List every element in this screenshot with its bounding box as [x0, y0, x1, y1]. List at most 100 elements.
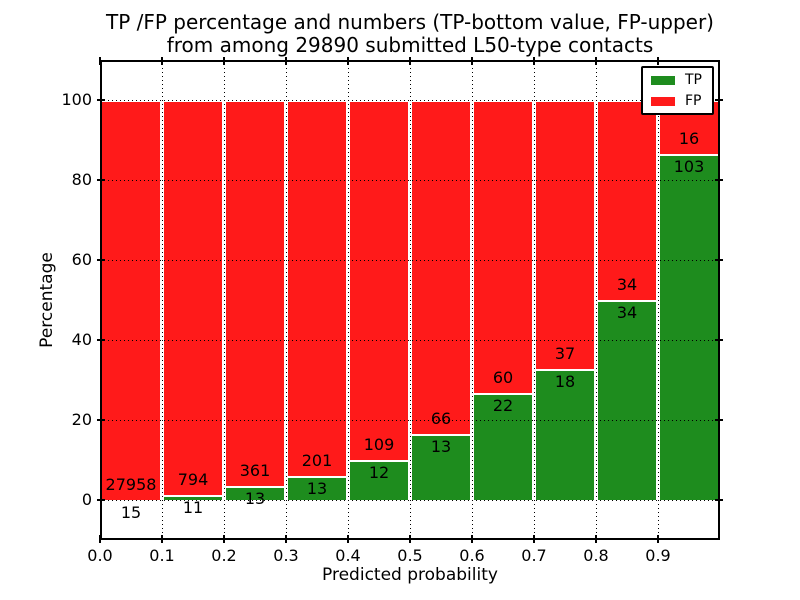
x-axis-label: Predicted probability [322, 565, 498, 585]
tick-top-0.8 [595, 57, 597, 65]
bar-tp-0.3 [286, 475, 348, 500]
fp-count-label-0.2: 361 [239, 461, 271, 481]
gridline-x-0.9 [658, 60, 659, 540]
bar-tp-0.2 [224, 486, 286, 500]
tp-count-label-0.0: 15 [120, 502, 142, 522]
tp-count-label-0.5: 13 [430, 437, 452, 457]
tp-count-label-0.4: 12 [368, 463, 390, 483]
tp-count-label-0.7: 18 [554, 372, 576, 392]
y-tick-label-40: 40 [71, 330, 92, 349]
tick-top-0.3 [285, 57, 287, 65]
gridline-x-0.4 [348, 60, 349, 540]
y-tick-label-100: 100 [61, 90, 92, 109]
tp-count-label-0.2: 13 [244, 489, 266, 509]
x-tick-label-0.4: 0.4 [335, 546, 361, 565]
tick-top-0.5 [409, 57, 411, 65]
bar-fp-0.3 [286, 100, 348, 476]
y-tick-label-20: 20 [71, 410, 92, 429]
tick-bottom-0.4 [347, 535, 349, 543]
tick-bottom-0.5 [409, 535, 411, 543]
tick-top-0.9 [657, 57, 659, 65]
bar-tp-0.6 [472, 392, 534, 500]
tp-count-label-0.9: 103 [673, 156, 705, 176]
fp-count-label-0.9: 16 [678, 128, 700, 148]
x-tick-label-0.1: 0.1 [149, 546, 175, 565]
legend-swatch-tp [651, 75, 675, 85]
tick-right-60 [715, 259, 723, 261]
tick-top-0.4 [347, 57, 349, 65]
bar-tp-0.4 [348, 460, 410, 500]
tick-top-0.2 [223, 57, 225, 65]
x-tick-label-0.5: 0.5 [397, 546, 423, 565]
tick-bottom-0.6 [471, 535, 473, 543]
x-tick-label-0.9: 0.9 [645, 546, 671, 565]
bar-tp-0.5 [410, 434, 472, 500]
legend-swatch-fp [651, 96, 675, 106]
tick-bottom-0.9 [657, 535, 659, 543]
bar-fp-0.4 [348, 100, 410, 461]
tick-top-0.6 [471, 57, 473, 65]
plot-area: TP FP 27958 15 794 11 361 13 201 13 109 12 66 13 60 2… [97, 57, 723, 543]
tick-left-80 [97, 179, 105, 181]
tp-count-label-0.6: 22 [492, 395, 514, 415]
tp-count-label-0.3: 13 [306, 478, 328, 498]
tick-right-20 [715, 419, 723, 421]
bar-fp-0.1 [162, 100, 224, 495]
fp-count-label-0.4: 109 [363, 435, 395, 455]
fp-count-label-0.3: 201 [301, 450, 333, 470]
tick-bottom-0.7 [533, 535, 535, 543]
fp-count-label-0.5: 66 [430, 409, 452, 429]
x-tick-label-0.8: 0.8 [583, 546, 609, 565]
tick-left-20 [97, 419, 105, 421]
gridline-x-0.2 [224, 60, 225, 540]
legend-item-fp: FP [651, 94, 702, 108]
legend: TP FP [641, 66, 714, 115]
axes-border [100, 60, 720, 540]
gridline-x-0.6 [472, 60, 473, 540]
x-tick-label-0.6: 0.6 [459, 546, 485, 565]
tick-left-40 [97, 339, 105, 341]
bar-fp-0.7 [534, 100, 596, 370]
fp-count-label-0.7: 37 [554, 344, 576, 364]
tick-bottom-0.0 [99, 535, 101, 543]
legend-item-tp: TP [651, 73, 702, 87]
fp-count-label-0.1: 794 [177, 469, 209, 489]
chart-title: TP /FP percentage and numbers (TP-bottom… [100, 11, 720, 57]
chart-title-line1: TP /FP percentage and numbers (TP-bottom… [106, 10, 714, 34]
tick-top-0.7 [533, 57, 535, 65]
bar-fp-0.2 [224, 100, 286, 487]
gridline-x-0.1 [162, 60, 163, 540]
bar-tp-0.7 [534, 369, 596, 500]
tick-top-0.1 [161, 57, 163, 65]
tick-bottom-0.2 [223, 535, 225, 543]
x-tick-label-0.2: 0.2 [211, 546, 237, 565]
tp-count-label-0.8: 34 [616, 303, 638, 322]
bar-fp-0.5 [410, 100, 472, 435]
x-tick-label-0.0: 0.0 [87, 546, 113, 565]
y-tick-label-80: 80 [71, 170, 92, 189]
tick-bottom-0.3 [285, 535, 287, 543]
legend-label-tp: TP [685, 72, 702, 88]
tp-count-label-0.1: 11 [182, 497, 204, 517]
tick-right-40 [715, 339, 723, 341]
tick-left-0 [97, 499, 105, 501]
y-tick-label-0: 0 [81, 490, 92, 509]
bar-tp-0.1 [162, 494, 224, 500]
gridline-x-0.7 [534, 60, 535, 540]
tick-bottom-0.1 [161, 535, 163, 543]
fp-count-label-0.0: 27958 [105, 474, 157, 494]
gridline-x-0.8 [596, 60, 597, 540]
tick-left-60 [97, 259, 105, 261]
tick-bottom-0.8 [595, 535, 597, 543]
fp-count-label-0.6: 60 [492, 367, 514, 387]
tick-right-100 [715, 99, 723, 101]
fp-count-label-0.8: 34 [616, 275, 638, 294]
tick-left-100 [97, 99, 105, 101]
tick-right-0 [715, 499, 723, 501]
bar-fp-0.8 [596, 100, 658, 300]
gridline-x-0.5 [410, 60, 411, 540]
bar-tp-0.8 [596, 300, 658, 500]
chart-title-line2: from among 29890 submitted L50-type cont… [166, 33, 654, 57]
y-tick-label-60: 60 [71, 250, 92, 269]
